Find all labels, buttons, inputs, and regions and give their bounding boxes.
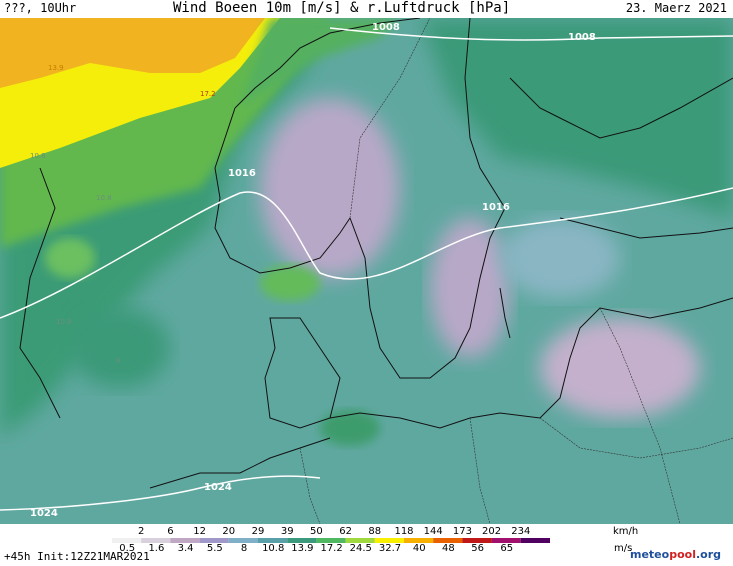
legend-kmh-tick: 144	[424, 526, 443, 537]
legend-kmh-tick: 173	[453, 526, 472, 537]
map-title: Wind Boeen 10m [m/s] & r.Luftdruck [hPa]	[173, 0, 511, 16]
brand-part: pool	[669, 548, 696, 561]
map-canvas: 1008 1008 1016 1016 1024 1024 17.2 13.9 …	[0, 18, 733, 524]
gust-zone-northeast	[420, 18, 733, 218]
legend-ms-tick: 24.5	[350, 543, 372, 554]
legend-swatch	[462, 538, 492, 543]
brand-part: meteo	[630, 548, 670, 561]
legend-ms-tick: 56	[471, 543, 484, 554]
gust-value-label: 8	[116, 357, 120, 365]
legend-kmh-unit: km/h	[613, 526, 638, 537]
gust-spot-skagerrak	[260, 265, 320, 301]
isobar-label: 1024	[204, 482, 232, 493]
gust-spot-west	[70, 308, 170, 388]
init-time-label: +45h Init:12Z21MAR2021	[4, 550, 150, 563]
legend-swatch	[433, 538, 463, 543]
legend-ms-tick: 48	[442, 543, 455, 554]
legend-ms-tick: 40	[413, 543, 426, 554]
isobar-label: 1024	[30, 508, 58, 519]
isobar-label: 1008	[568, 32, 596, 43]
gust-zone-blue-baltic	[500, 218, 620, 298]
legend-swatch	[258, 538, 288, 543]
legend-ms-tick: 5.5	[207, 543, 223, 554]
legend-kmh-tick: 234	[511, 526, 530, 537]
gust-spot-south	[320, 410, 380, 446]
gust-value-label: 10.8	[96, 194, 112, 202]
borders	[299, 18, 733, 524]
header-bar: ???, 10Uhr Wind Boeen 10m [m/s] & r.Luft…	[0, 0, 733, 18]
gust-value-label: 17.2	[200, 90, 216, 98]
legend-kmh-tick: 202	[482, 526, 501, 537]
legend-ms-tick: 3.4	[178, 543, 194, 554]
legend-kmh-tick: 29	[252, 526, 265, 537]
legend-swatch	[374, 538, 404, 543]
coastlines	[19, 18, 733, 489]
legend-ms-tick: 1.6	[148, 543, 164, 554]
legend-ms-tick: 65	[500, 543, 513, 554]
date-label: 23. Maerz 2021	[625, 1, 727, 15]
legend-ms-tick: 13.9	[291, 543, 313, 554]
legend-swatch	[520, 538, 550, 543]
isobar-label: 1016	[482, 202, 510, 213]
gust-zone-lilac-sweden	[430, 218, 510, 358]
weather-map: 1008 1008 1016 1016 1024 1024 17.2 13.9 …	[0, 18, 733, 524]
valid-time-label: ???, 10Uhr	[4, 1, 77, 15]
legend-ms-unit: m/s	[614, 543, 632, 554]
gust-zone-orange	[0, 18, 265, 88]
legend-swatch	[199, 538, 229, 543]
legend-swatch	[316, 538, 346, 543]
legend-ms-tick: 0.5	[119, 543, 135, 554]
gust-zone-lilac-baltic	[540, 318, 700, 418]
legend-kmh-tick: 50	[310, 526, 323, 537]
isobar-label: 1016	[228, 168, 256, 179]
legend-ms-tick: 17.2	[320, 543, 342, 554]
legend-swatch	[287, 538, 317, 543]
legend-swatch	[345, 538, 375, 543]
legend-kmh-tick: 6	[167, 526, 173, 537]
legend-swatch	[141, 538, 171, 543]
legend-kmh-tick: 39	[281, 526, 294, 537]
legend-kmh-tick: 2	[138, 526, 144, 537]
isobars	[0, 27, 733, 511]
legend-swatch	[170, 538, 200, 543]
legend-swatch	[112, 538, 142, 543]
legend-kmh-tick: 62	[339, 526, 352, 537]
legend-colorbar: 2 6 12 20 29 39 50 62 88 118 144 173 202 234 0.5 1.6 3.4…	[112, 526, 638, 554]
isobar-label: 1008	[372, 22, 400, 33]
brand-logo[interactable]: meteopool.org	[630, 548, 721, 561]
legend-swatch	[491, 538, 521, 543]
legend-kmh-tick: 12	[193, 526, 206, 537]
legend-kmh-tick: 88	[368, 526, 381, 537]
gust-value-label: 13.9	[48, 64, 64, 72]
legend-swatch	[228, 538, 258, 543]
gust-value-label: 10.8	[56, 318, 72, 326]
legend-ms-tick: 32.7	[379, 543, 401, 554]
legend-ms-tick: 10.8	[262, 543, 284, 554]
legend-kmh-tick: 118	[394, 526, 413, 537]
gust-value-label: 10.8	[30, 152, 46, 160]
gust-zone-band	[0, 18, 330, 248]
legend: 2 6 12 20 29 39 50 62 88 118 144 173 202 234 0.5 1.6 3.4…	[0, 524, 733, 566]
brand-part: .org	[695, 548, 722, 561]
gust-zone-lilac-norway	[260, 98, 400, 278]
legend-swatch	[404, 538, 434, 543]
gust-spot-northsea	[45, 238, 95, 278]
legend-ms-tick: 8	[241, 543, 247, 554]
legend-kmh-tick: 20	[222, 526, 235, 537]
gust-zone-coast	[240, 18, 400, 108]
